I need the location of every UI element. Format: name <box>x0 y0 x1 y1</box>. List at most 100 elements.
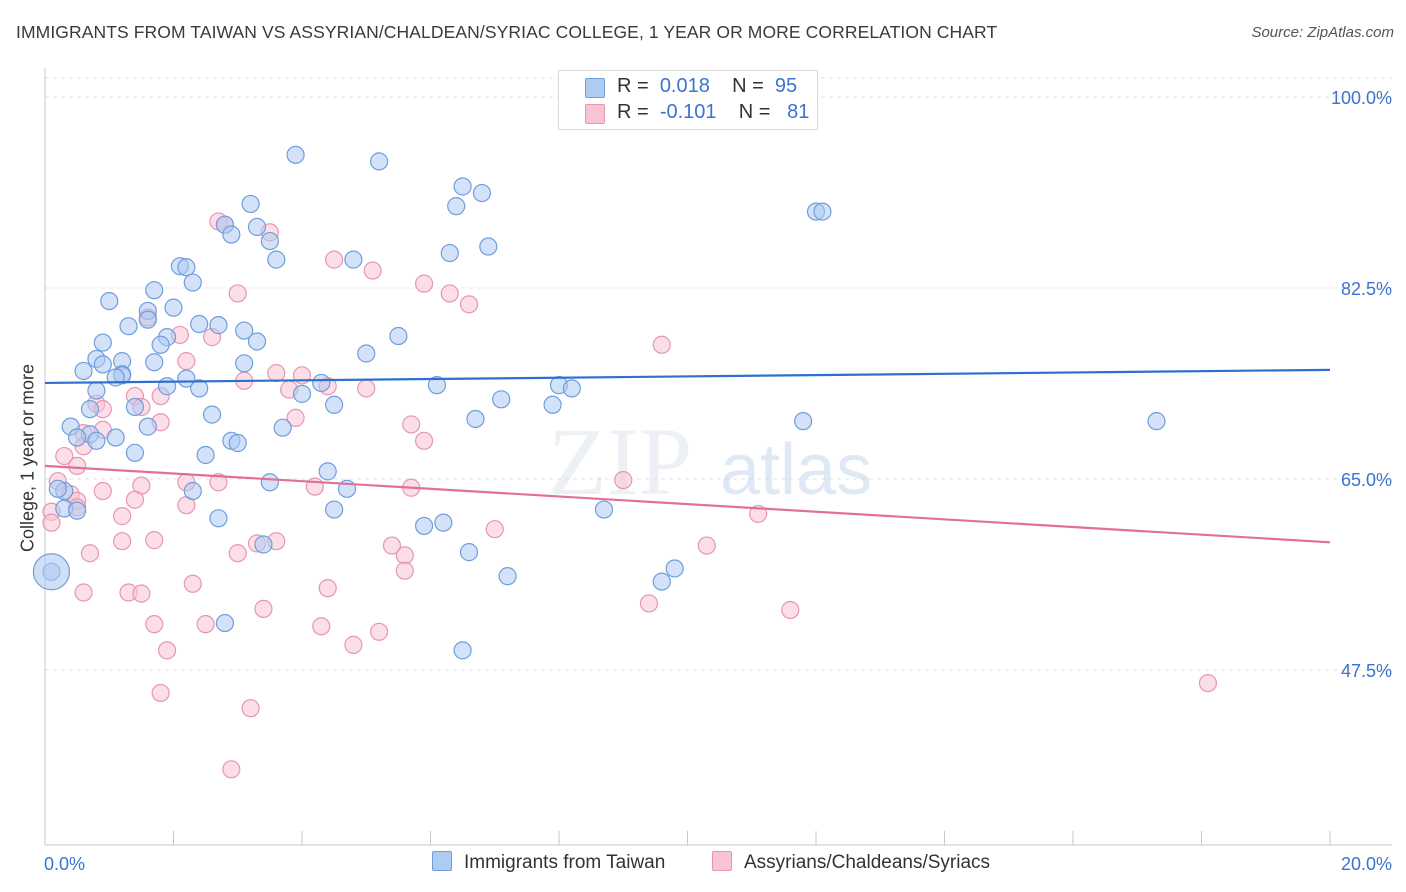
legend-n-value-taiwan: 95 <box>774 75 798 97</box>
assyrians-point <box>286 408 305 427</box>
taiwan-point <box>106 428 125 447</box>
assyrians-point <box>459 295 479 314</box>
assyrians-point <box>440 284 459 303</box>
assyrians-point <box>414 431 434 450</box>
taiwan-point <box>414 516 434 536</box>
taiwan-point <box>48 479 67 498</box>
taiwan-point <box>196 445 215 465</box>
legend-n-label: N = <box>738 101 771 123</box>
assyrians-point <box>382 536 402 555</box>
taiwan-point <box>459 543 479 562</box>
assyrians-point <box>112 532 132 551</box>
assyrians-point <box>132 584 151 603</box>
taiwan-point <box>389 326 408 346</box>
taiwan-point <box>325 500 344 519</box>
assyrians-point <box>325 250 344 269</box>
taiwan-point <box>87 431 106 450</box>
legend-n-label: N = <box>732 75 764 97</box>
taiwan-point <box>235 321 254 340</box>
assyrians-point <box>145 615 164 634</box>
assyrians-point <box>652 335 671 354</box>
legend-r-label: R = <box>617 101 649 123</box>
assyrians-point <box>267 364 286 383</box>
assyrians-point <box>485 520 504 539</box>
assyrians-point <box>196 615 215 634</box>
y-tick-label: 65.0% <box>1341 470 1392 490</box>
taiwan-point <box>241 194 260 214</box>
taiwan-point <box>562 379 581 398</box>
taiwan-point <box>357 344 376 363</box>
bottom-legend-label-taiwan: Immigrants from Taiwan <box>464 852 666 873</box>
chart-title: IMMIGRANTS FROM TAIWAN VS ASSYRIAN/CHALD… <box>16 22 998 42</box>
assyrians-point <box>209 473 228 492</box>
taiwan-point <box>177 369 196 388</box>
assyrians-point <box>112 507 132 526</box>
assyrians-point <box>395 561 414 580</box>
trend-line-taiwan <box>44 368 1331 385</box>
assyrians-point <box>151 683 170 703</box>
taiwan-point <box>652 572 671 591</box>
taiwan-point <box>100 291 119 311</box>
assyrians-point <box>357 379 376 398</box>
bottom-legend-swatch-assyrians <box>712 851 732 871</box>
assyrians-point <box>402 415 421 434</box>
y-tick-label: 100.0% <box>1331 88 1392 108</box>
taiwan-point <box>93 333 112 352</box>
taiwan-point <box>267 250 286 269</box>
assyrians-point <box>228 284 247 303</box>
legend-r-value-assyrians: -0.101 <box>659 101 717 123</box>
bottom-legend-label-assyrians: Assyrians/Chaldeans/Syriacs <box>744 852 991 873</box>
taiwan-point <box>106 368 125 387</box>
taiwan-point <box>74 361 93 381</box>
legend-swatch-assyrians <box>585 104 605 124</box>
assyrians-point <box>222 760 241 779</box>
taiwan-point <box>68 501 87 520</box>
taiwan-point <box>247 217 267 236</box>
taiwan-point <box>151 335 170 354</box>
assyrians-point <box>1198 673 1218 693</box>
taiwan-point <box>370 152 389 171</box>
x-tick-label-max: 20.0% <box>1341 854 1392 874</box>
taiwan-point <box>453 177 472 196</box>
taiwan-point <box>440 243 459 263</box>
taiwan-point <box>260 473 279 492</box>
taiwan-point <box>325 395 344 414</box>
taiwan-point <box>145 353 164 372</box>
taiwan-point <box>190 379 209 398</box>
taiwan-point <box>209 316 228 335</box>
assyrians-point <box>639 594 659 613</box>
assyrians-point <box>312 617 331 636</box>
taiwan-point <box>119 317 138 336</box>
taiwan-point <box>254 535 273 554</box>
y-axis-label: College, 1 year or more <box>17 363 38 553</box>
taiwan-point <box>318 462 337 481</box>
assyrians-point <box>80 544 100 563</box>
assyrians-point <box>318 579 337 598</box>
taiwan-point <box>157 377 177 396</box>
taiwan-point <box>215 613 234 633</box>
x-tick-labels: 0.0% 20.0% <box>44 854 1392 874</box>
y-tick-labels: 47.5% 65.0% 82.5% 100.0% <box>1331 88 1392 681</box>
legend-n-value-assyrians: 81 <box>787 101 810 123</box>
x-tick-label-min: 0.0% <box>44 854 85 874</box>
assyrians-point <box>177 352 196 371</box>
taiwan-point <box>286 145 305 164</box>
assyrians-point <box>68 456 87 476</box>
y-tick-label: 82.5% <box>1341 279 1392 299</box>
axes <box>44 68 1392 846</box>
trend-line-assyrians <box>44 464 1331 544</box>
assyrians-point <box>241 699 260 718</box>
legend-swatch-taiwan <box>585 78 605 98</box>
taiwan-point <box>260 231 279 251</box>
taiwan-point <box>125 443 145 462</box>
y-tick-label: 47.5% <box>1341 661 1392 681</box>
assyrians-point <box>125 490 145 509</box>
bottom-legend-swatch-taiwan <box>432 851 452 871</box>
assyrians-point <box>145 531 164 550</box>
assyrians-point <box>363 261 382 280</box>
taiwan-point <box>1147 412 1166 431</box>
source-credit: Source: ZipAtlas.com <box>1251 24 1394 41</box>
taiwan-point <box>447 197 466 216</box>
taiwan-point <box>344 250 363 269</box>
